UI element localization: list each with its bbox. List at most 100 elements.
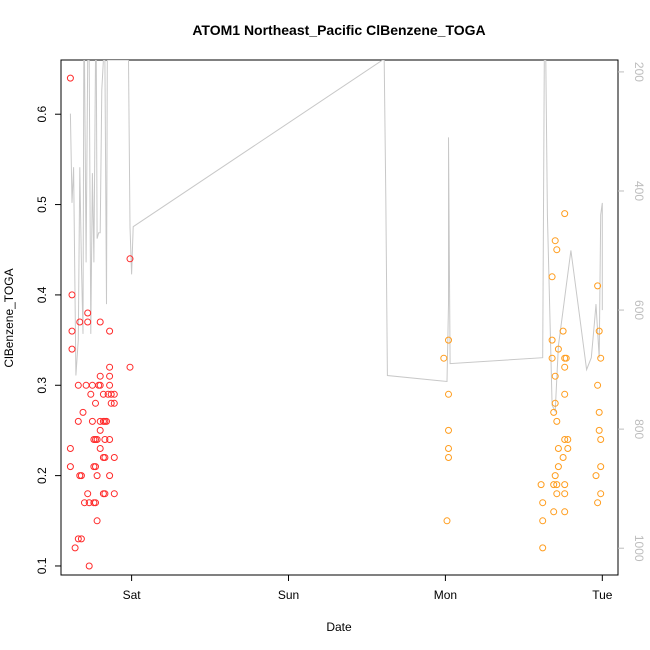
data-point <box>559 454 567 461</box>
data-point <box>93 436 101 443</box>
y2-tick-label: 800 <box>632 419 646 439</box>
data-point <box>106 472 114 480</box>
data-point <box>93 472 101 480</box>
data-point <box>551 237 559 245</box>
data-point <box>74 417 82 425</box>
data-point <box>564 436 572 443</box>
data-point <box>553 490 561 498</box>
data-point <box>106 372 114 380</box>
x-tick-label: Tue <box>592 588 613 602</box>
data-point <box>66 74 74 82</box>
data-point <box>564 445 572 452</box>
data-point <box>71 544 79 552</box>
x-axis: Sat Sun Mon Tue <box>123 575 613 602</box>
data-point <box>550 408 558 416</box>
data-point <box>96 426 104 434</box>
data-point <box>548 354 556 362</box>
data-point <box>561 508 569 516</box>
data-point <box>561 363 569 371</box>
data-point <box>445 390 452 398</box>
data-point <box>110 399 118 407</box>
data-point <box>597 490 605 498</box>
data-point <box>68 291 76 299</box>
data-point <box>595 408 603 416</box>
data-point <box>92 499 99 507</box>
plot-frame <box>60 59 619 576</box>
data-point <box>594 499 602 507</box>
data-point <box>554 345 562 353</box>
data-point <box>92 399 99 407</box>
data-point <box>126 363 134 371</box>
x-axis-label: Date <box>326 620 352 634</box>
data-point <box>445 445 452 452</box>
data-point <box>550 508 558 516</box>
data-point <box>96 381 104 389</box>
y2-tick-label: 200 <box>632 62 646 82</box>
y-tick-label: 0.3 <box>35 377 49 394</box>
data-point <box>93 517 101 525</box>
data-point <box>597 436 605 443</box>
data-point <box>445 454 452 461</box>
data-point <box>84 490 92 498</box>
data-point <box>106 327 114 335</box>
data-point <box>88 417 96 425</box>
data-point <box>76 318 84 326</box>
data-point <box>85 562 93 570</box>
x-tick-label: Sun <box>278 588 299 602</box>
data-point <box>74 535 82 543</box>
data-point <box>594 282 602 290</box>
series-line <box>69 60 603 414</box>
data-point <box>550 481 558 489</box>
y-axis-right: 200 400 600 800 1000 <box>618 62 646 562</box>
y2-tick-label: 400 <box>632 181 646 201</box>
data-point <box>106 381 114 389</box>
data-point <box>594 381 602 389</box>
data-point <box>595 426 603 434</box>
data-point <box>99 390 107 398</box>
data-point <box>551 472 559 480</box>
chart-title: ATOM1 Northeast_Pacific ClBenzene_TOGA <box>192 22 485 38</box>
y-tick-label: 0.4 <box>35 286 49 303</box>
data-point <box>82 381 90 389</box>
data-point <box>553 481 561 489</box>
data-point <box>88 381 96 389</box>
data-point <box>106 363 114 371</box>
data-point <box>96 318 104 326</box>
data-point <box>445 336 452 344</box>
data-point <box>84 318 92 326</box>
data-point <box>554 463 562 471</box>
data-point <box>107 390 115 398</box>
data-point <box>81 499 88 507</box>
y-tick-label: 0.1 <box>35 557 49 574</box>
data-point <box>548 273 556 281</box>
y-tick-label: 0.6 <box>35 106 49 123</box>
data-point <box>126 255 134 263</box>
line-layer <box>69 60 603 414</box>
data-point <box>101 454 109 461</box>
data-point <box>440 354 448 362</box>
data-point <box>559 327 567 335</box>
data-point <box>107 399 115 407</box>
y-tick-label: 0.5 <box>35 196 49 213</box>
data-point <box>68 327 76 335</box>
points-layer <box>66 74 605 570</box>
data-point <box>66 445 74 452</box>
data-point <box>68 345 76 353</box>
data-point <box>110 490 118 498</box>
data-point <box>74 381 82 389</box>
data-point <box>87 390 95 398</box>
data-point <box>561 390 569 398</box>
data-point <box>595 327 603 335</box>
data-point <box>110 390 118 398</box>
data-point <box>592 472 600 480</box>
data-point <box>597 354 605 362</box>
data-point <box>110 454 118 461</box>
data-point <box>103 417 110 425</box>
data-point <box>443 517 451 525</box>
data-point <box>106 436 114 443</box>
data-point <box>77 535 85 543</box>
data-point <box>66 463 74 471</box>
data-point <box>101 436 109 443</box>
data-point <box>445 426 452 434</box>
